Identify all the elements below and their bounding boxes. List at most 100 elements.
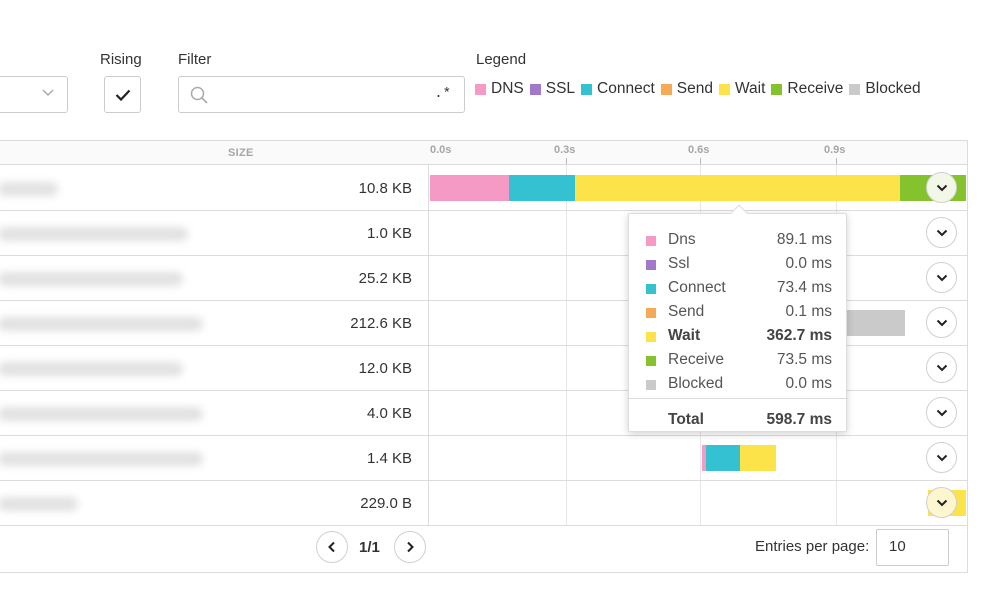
legend-item-label: SSL — [545, 80, 576, 97]
tooltip-swatch — [646, 284, 656, 294]
legend-item-label: DNS — [491, 80, 524, 97]
chevron-down-icon — [936, 454, 947, 461]
tooltip-label: Ssl — [668, 255, 690, 272]
entries-per-page-input[interactable]: 10 — [876, 529, 949, 566]
rising-checkbox[interactable] — [104, 76, 141, 113]
expand-row-button[interactable] — [926, 172, 957, 203]
size-cell: 1.0 KB — [366, 225, 412, 242]
page-indicator: 1/1 — [359, 539, 380, 556]
legend-item-label: Connect — [597, 80, 655, 97]
table-row[interactable]: 229.0 B — [0, 481, 967, 526]
table-row[interactable]: 10.8 KB — [0, 166, 967, 211]
tick-label: 0.6s — [688, 144, 710, 156]
timing-bar-blocked[interactable] — [844, 310, 905, 336]
blurred-request-name — [0, 272, 183, 286]
legend-item-send: Send — [660, 80, 713, 98]
timing-bar-connect[interactable] — [706, 445, 740, 471]
tooltip-row-ssl: Ssl 0.0 ms — [629, 253, 848, 277]
tooltip-swatch — [646, 356, 656, 366]
tick-label: 0.0s — [430, 144, 452, 156]
table-header: SIZE 0.0s 0.3s 0.6s 0.9s — [0, 141, 967, 165]
legend-item-connect: Connect — [581, 80, 655, 98]
tick-label: 0.9s — [824, 144, 846, 156]
blurred-request-name — [0, 407, 203, 421]
chevron-down-icon — [936, 274, 947, 281]
expand-row-button[interactable] — [926, 487, 957, 518]
tooltip-swatch — [646, 236, 656, 246]
expand-row-button[interactable] — [926, 397, 957, 428]
tooltip-value: 0.0 ms — [785, 255, 832, 272]
chevron-down-icon — [936, 229, 947, 236]
table-row[interactable]: 1.0 KB — [0, 211, 967, 256]
size-column-header: SIZE — [228, 147, 254, 159]
tooltip-value: 0.1 ms — [785, 303, 832, 320]
rising-label: Rising — [100, 51, 142, 68]
expand-row-button[interactable] — [926, 352, 957, 383]
tooltip-label: Send — [668, 303, 705, 320]
legend-label: Legend — [476, 51, 527, 68]
sort-select[interactable] — [0, 76, 68, 113]
blurred-request-name — [0, 227, 188, 241]
tooltip-swatch — [646, 380, 656, 390]
chevron-down-icon — [936, 184, 947, 191]
blurred-request-name — [0, 497, 78, 511]
expand-row-button[interactable] — [926, 217, 957, 248]
tooltip-total-label: Total — [668, 411, 704, 428]
expand-row-button[interactable] — [926, 307, 957, 338]
tooltip-row-blocked: Blocked 0.0 ms — [629, 373, 848, 397]
size-cell: 10.8 KB — [358, 180, 412, 197]
table-row[interactable]: 12.0 KB — [0, 346, 967, 391]
chevron-left-icon — [328, 541, 335, 553]
table-row[interactable]: 25.2 KB — [0, 256, 967, 301]
tooltip-label: Dns — [668, 231, 696, 248]
tick-mark — [566, 158, 567, 164]
chevron-right-icon — [407, 541, 414, 553]
tick-mark — [700, 158, 701, 164]
timing-bar-wait[interactable] — [740, 445, 776, 471]
size-cell: 12.0 KB — [358, 360, 412, 377]
legend-swatch — [660, 83, 672, 95]
legend-item-label: Receive — [787, 80, 844, 97]
legend-item-ssl: SSL — [529, 80, 576, 98]
legend-swatch — [718, 83, 730, 95]
timing-bar-dns[interactable] — [702, 445, 706, 471]
tooltip-swatch — [646, 308, 656, 318]
timing-bar-connect[interactable] — [509, 175, 575, 201]
table-row[interactable]: 4.0 KB — [0, 391, 967, 436]
tooltip-label: Blocked — [668, 375, 724, 392]
tooltip-value: 89.1 ms — [776, 231, 832, 248]
timing-bar-dns[interactable] — [430, 175, 509, 201]
chevron-down-icon — [936, 409, 947, 416]
blurred-request-name — [0, 182, 58, 196]
blurred-request-name — [0, 317, 203, 331]
table-row[interactable]: 212.6 KB — [0, 301, 967, 346]
chevron-down-icon — [936, 499, 947, 506]
tooltip-value: 73.4 ms — [776, 279, 832, 296]
tooltip-label: Receive — [668, 351, 724, 368]
expand-row-button[interactable] — [926, 262, 957, 293]
next-page-button[interactable] — [394, 531, 426, 563]
table-row[interactable]: 1.4 KB — [0, 436, 967, 481]
expand-row-button[interactable] — [926, 442, 957, 473]
size-cell: 229.0 B — [360, 495, 412, 512]
tooltip-total-value: 598.7 ms — [766, 411, 833, 428]
chevron-down-icon — [42, 89, 54, 97]
regex-indicator[interactable]: .* — [434, 86, 451, 102]
filter-field[interactable]: .* — [178, 76, 465, 113]
tooltip-row-receive: Receive 73.5 ms — [629, 349, 848, 373]
tick-label: 0.3s — [554, 144, 576, 156]
filter-input[interactable] — [217, 83, 417, 107]
legend: DNS SSL Connect Send Wait Receive Blocked — [475, 80, 927, 98]
legend-swatch — [475, 83, 486, 95]
size-cell: 1.4 KB — [366, 450, 412, 467]
filter-label: Filter — [178, 51, 212, 68]
legend-item-label: Send — [676, 80, 713, 97]
timing-bar-wait[interactable] — [575, 175, 900, 201]
tooltip-row-send: Send 0.1 ms — [629, 301, 848, 325]
blurred-request-name — [0, 362, 183, 376]
tooltip-swatch — [646, 332, 656, 342]
size-cell: 212.6 KB — [350, 315, 412, 332]
tooltip-separator — [629, 398, 848, 399]
prev-page-button[interactable] — [316, 531, 348, 563]
